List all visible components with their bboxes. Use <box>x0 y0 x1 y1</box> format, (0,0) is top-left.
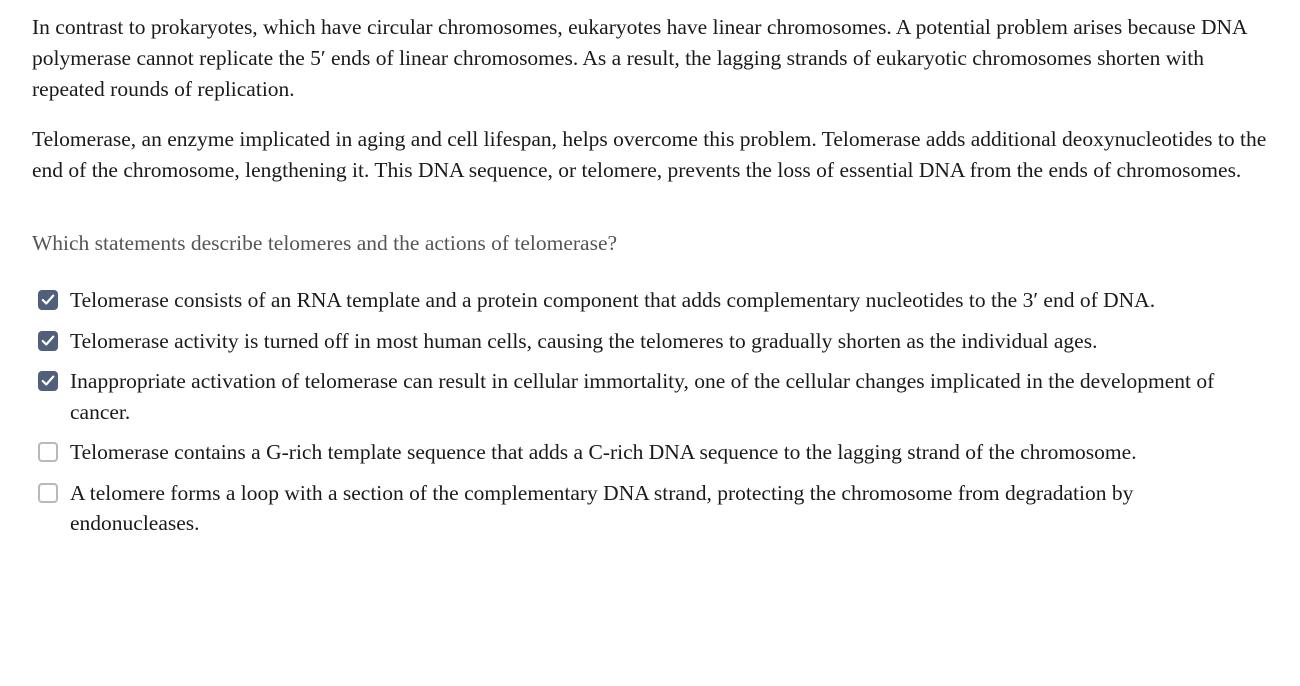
page-container: In contrast to prokaryotes, which have c… <box>0 0 1300 569</box>
checkbox-icon[interactable] <box>38 371 58 391</box>
option-label: Telomerase consists of an RNA template a… <box>70 285 1268 316</box>
option-label: Inappropriate activation of telomerase c… <box>70 366 1268 427</box>
option-label: A telomere forms a loop with a section o… <box>70 478 1268 539</box>
intro-paragraph-1: In contrast to prokaryotes, which have c… <box>32 12 1268 106</box>
option-label: Telomerase contains a G-rich template se… <box>70 437 1268 468</box>
option-label: Telomerase activity is turned off in mos… <box>70 326 1268 357</box>
intro-section: In contrast to prokaryotes, which have c… <box>32 12 1268 186</box>
checkbox-icon[interactable] <box>38 290 58 310</box>
option-row: Telomerase activity is turned off in mos… <box>38 326 1268 357</box>
option-row: Telomerase consists of an RNA template a… <box>38 285 1268 316</box>
question-prompt: Which statements describe telomeres and … <box>32 228 1268 259</box>
option-row: Inappropriate activation of telomerase c… <box>38 366 1268 427</box>
checkbox-icon[interactable] <box>38 483 58 503</box>
option-row: Telomerase contains a G-rich template se… <box>38 437 1268 468</box>
question-section: Which statements describe telomeres and … <box>32 228 1268 539</box>
checkbox-icon[interactable] <box>38 442 58 462</box>
options-list: Telomerase consists of an RNA template a… <box>32 285 1268 539</box>
option-row: A telomere forms a loop with a section o… <box>38 478 1268 539</box>
intro-paragraph-2: Telomerase, an enzyme implicated in agin… <box>32 124 1268 186</box>
checkbox-icon[interactable] <box>38 331 58 351</box>
